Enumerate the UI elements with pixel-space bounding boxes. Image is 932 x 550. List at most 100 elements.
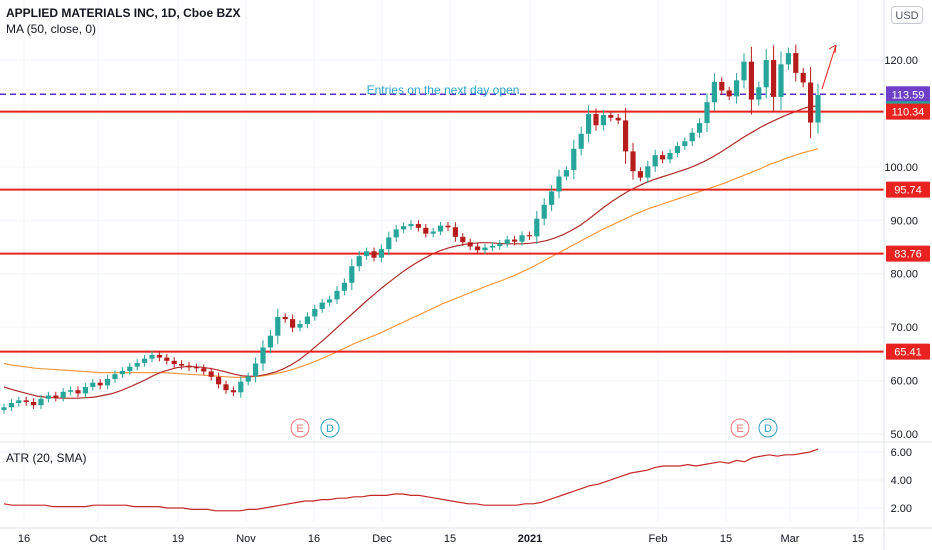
candle [519, 231, 525, 246]
candle-body [748, 61, 754, 100]
marker-label: E [296, 423, 303, 435]
candle [68, 386, 74, 396]
candle-body [112, 374, 118, 379]
tag-text: 83.76 [894, 249, 922, 261]
candle [452, 222, 458, 242]
candle [201, 364, 207, 376]
candle [771, 45, 777, 112]
candle [112, 370, 118, 383]
candle [637, 167, 643, 182]
candle [748, 46, 754, 115]
candle-body [105, 378, 111, 386]
candle [689, 128, 695, 146]
candle-body [408, 224, 414, 227]
candle-body [297, 323, 303, 328]
annotation-text: Entries on the next day open [367, 83, 520, 97]
candle [8, 399, 14, 412]
x-tick-label: 2021 [518, 533, 542, 545]
candle [327, 295, 333, 307]
atr-line [3, 448, 819, 512]
candle [208, 367, 214, 381]
marker-circle [758, 418, 778, 438]
candle [652, 149, 658, 172]
x-tick-label: 16 [308, 533, 320, 545]
candle [534, 210, 540, 245]
candle-body [60, 391, 66, 398]
candle [16, 396, 22, 407]
tag-text: 113.59 [892, 89, 925, 101]
candle-body [541, 204, 547, 219]
candle [371, 247, 377, 262]
marker-circle [320, 418, 340, 438]
candle [341, 278, 347, 296]
earnings-marker: D [320, 418, 340, 438]
candle [667, 149, 673, 164]
candle [97, 378, 103, 390]
candle-body [556, 176, 562, 192]
candle [179, 360, 185, 370]
candle [53, 391, 59, 402]
candle-body [430, 231, 436, 234]
candle [408, 220, 414, 230]
arrow-head [828, 44, 837, 54]
candle-body [378, 249, 384, 258]
candle-body [467, 242, 473, 247]
candle-body [193, 367, 199, 369]
candle [615, 114, 621, 125]
currency-button[interactable]: USD [891, 6, 923, 24]
symbol-title[interactable]: APPLIED MATERIALS INC, 1D, Cboe BZX [6, 6, 241, 20]
candle-body [534, 218, 540, 237]
atr-legend[interactable]: ATR (20, SMA) [6, 451, 87, 465]
candle [31, 398, 37, 409]
candle-body [482, 247, 488, 251]
y-tick-label: 100.00 [884, 162, 918, 174]
candle [223, 380, 229, 394]
candle-body [600, 115, 606, 126]
ma-legend[interactable]: MA (50, close, 0) [6, 22, 97, 36]
candle-body [800, 72, 806, 83]
candle [127, 362, 133, 375]
candle-body [763, 60, 769, 88]
level-tag: 65.41 [886, 343, 930, 360]
candle [460, 233, 466, 246]
candle-body [238, 381, 244, 393]
candle [75, 386, 81, 398]
candle [90, 378, 96, 391]
candle [171, 357, 177, 368]
candle-body [349, 266, 355, 283]
x-tick-label: Feb [649, 533, 668, 545]
candle [430, 227, 436, 238]
candle [156, 351, 162, 362]
candle [630, 142, 636, 180]
candle-body [460, 236, 466, 243]
candle [82, 383, 88, 398]
candle-body [452, 227, 458, 237]
candle-body [741, 61, 747, 81]
y-tick-label: 50.00 [890, 429, 918, 441]
candle-body [401, 226, 407, 230]
candle-body [68, 390, 74, 392]
candle [504, 235, 510, 248]
tag-text: 110.34 [892, 107, 925, 119]
candle [697, 118, 703, 138]
candle-body [216, 376, 222, 385]
candle [704, 93, 710, 132]
candle [719, 77, 725, 96]
candle [763, 48, 769, 99]
horizontal-levels[interactable] [0, 93, 884, 353]
moving-averages [3, 105, 819, 399]
candle [800, 67, 806, 88]
candle-body [637, 171, 643, 178]
candle [401, 222, 407, 234]
candle-body [593, 114, 599, 126]
candle-body [304, 316, 310, 324]
candle-body [334, 290, 340, 300]
candle [593, 108, 599, 131]
candle-body [31, 401, 37, 406]
candle [541, 198, 547, 226]
candle-body [156, 354, 162, 358]
candle [563, 166, 569, 181]
candle-body [45, 395, 51, 399]
candle-body [697, 123, 703, 133]
